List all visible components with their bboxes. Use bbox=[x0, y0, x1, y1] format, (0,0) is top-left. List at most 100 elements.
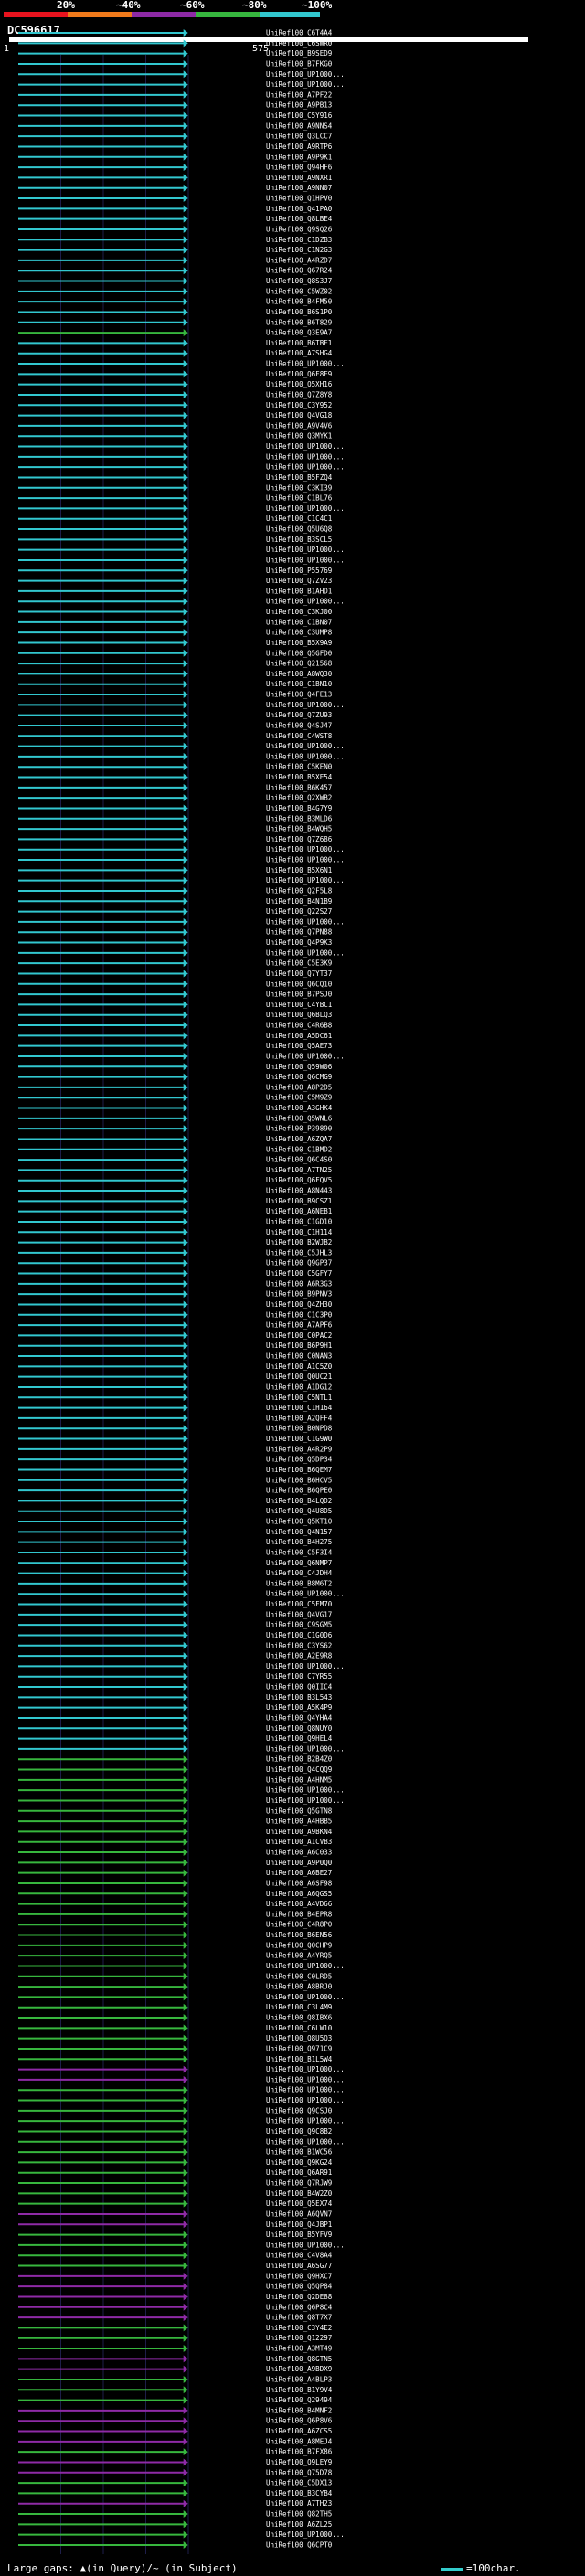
hit-label[interactable]: UniRef100_A6BE27 bbox=[266, 1869, 332, 1877]
hit-label[interactable]: UniRef100_Q6P8V6 bbox=[266, 2417, 333, 2425]
hit-label[interactable]: UniRef100_Q7ZV23 bbox=[266, 577, 332, 585]
hit-label[interactable]: UniRef100_A9RTP6 bbox=[266, 143, 333, 151]
hit-label[interactable]: UniRef100_B6S1P0 bbox=[266, 308, 333, 316]
hit-label[interactable]: UniRef100_C0PAC2 bbox=[266, 1331, 332, 1340]
hit-label[interactable]: UniRef100_C5DX13 bbox=[266, 2479, 332, 2487]
hit-label[interactable]: UniRef100_B4LQD2 bbox=[266, 1497, 332, 1505]
hit-label[interactable]: UniRef100_C5GFY7 bbox=[266, 1269, 332, 1277]
hit-label[interactable]: UniRef100_C1H114 bbox=[266, 1228, 333, 1236]
hit-label[interactable]: UniRef100_Q3LCC7 bbox=[266, 133, 332, 141]
hit-label[interactable]: UniRef100_A9NNS4 bbox=[266, 122, 333, 130]
hit-label[interactable]: UniRef100_Q8NUY0 bbox=[266, 1724, 333, 1733]
hit-label[interactable]: UniRef100_B5FZQ4 bbox=[266, 473, 333, 482]
hit-label[interactable]: UniRef100_Q6CPT0 bbox=[266, 2541, 333, 2549]
hit-label[interactable]: UniRef100_Q9HXC7 bbox=[266, 2272, 332, 2280]
hit-label[interactable]: UniRef100_Q6CQ10 bbox=[266, 980, 333, 988]
hit-label[interactable]: UniRef100_A2E9R8 bbox=[266, 1652, 333, 1660]
hit-label[interactable]: UniRef100_B6QEM7 bbox=[266, 1466, 332, 1474]
hit-label[interactable]: UniRef100_Q6NMP7 bbox=[266, 1559, 332, 1567]
hit-label[interactable]: UniRef100_A4VD66 bbox=[266, 1900, 333, 1908]
hit-label[interactable]: UniRef100_C5F3I4 bbox=[266, 1548, 333, 1556]
hit-label[interactable]: UniRef100_C5WZ02 bbox=[266, 287, 332, 295]
hit-label[interactable]: UniRef100_A8WQ30 bbox=[266, 670, 333, 678]
hit-label[interactable]: UniRef100_B9CSZ1 bbox=[266, 1197, 332, 1205]
hit-label[interactable]: UniRef100_A9BDX9 bbox=[266, 2365, 332, 2373]
hit-label[interactable]: UniRef100_UP1000... bbox=[266, 876, 345, 885]
hit-label[interactable]: UniRef100_UP1000... bbox=[266, 2065, 345, 2073]
hit-label[interactable]: UniRef100_Q6P8C4 bbox=[266, 2303, 333, 2311]
hit-label[interactable]: UniRef100_Q4CQQ9 bbox=[266, 1765, 332, 1774]
hit-label[interactable]: UniRef100_UP1000... bbox=[266, 949, 345, 957]
hit-label[interactable]: UniRef100_B6HCV5 bbox=[266, 1476, 332, 1484]
hit-label[interactable]: UniRef100_B6QPE0 bbox=[266, 1487, 333, 1495]
hit-label[interactable]: UniRef100_C4JDH4 bbox=[266, 1569, 333, 1577]
hit-label[interactable]: UniRef100_Q5XH16 bbox=[266, 380, 333, 388]
hit-label[interactable]: UniRef100_B5YFV9 bbox=[266, 2231, 332, 2239]
hit-label[interactable]: UniRef100_A9NN07 bbox=[266, 184, 332, 192]
hit-label[interactable]: UniRef100_Q5WNL6 bbox=[266, 1114, 333, 1122]
hit-label[interactable]: UniRef100_B1AHD1 bbox=[266, 587, 332, 595]
hit-label[interactable]: UniRef100_UP1000... bbox=[266, 2086, 345, 2094]
hit-label[interactable]: UniRef100_A4YRQ5 bbox=[266, 1952, 332, 1960]
hit-label[interactable]: UniRef100_UP1000... bbox=[266, 452, 345, 461]
hit-label[interactable]: UniRef100_C6LW10 bbox=[266, 2024, 333, 2032]
hit-label[interactable]: UniRef100_C4R8P0 bbox=[266, 1921, 333, 1929]
hit-label[interactable]: UniRef100_A8N443 bbox=[266, 1187, 332, 1195]
hit-label[interactable]: UniRef100_C3L4M9 bbox=[266, 2003, 332, 2011]
hit-label[interactable]: UniRef100_Q5GTN8 bbox=[266, 1807, 333, 1815]
hit-label[interactable]: UniRef100_Q9LEY9 bbox=[266, 2458, 332, 2466]
hit-label[interactable]: UniRef100_B2WJB2 bbox=[266, 1238, 332, 1246]
hit-label[interactable]: UniRef100_Q0UC21 bbox=[266, 1373, 332, 1381]
hit-label[interactable]: UniRef100_C1BMD2 bbox=[266, 1145, 332, 1153]
hit-label[interactable]: UniRef100_Q1HPV0 bbox=[266, 195, 333, 203]
hit-label[interactable]: UniRef100_C0NAN3 bbox=[266, 1352, 332, 1361]
hit-label[interactable]: UniRef100_B6K457 bbox=[266, 783, 332, 791]
hit-label[interactable]: UniRef100_Q6FQV5 bbox=[266, 1176, 332, 1184]
hit-label[interactable]: UniRef100_Q3E9A7 bbox=[266, 329, 332, 337]
hit-label[interactable]: UniRef100_Q7YT37 bbox=[266, 970, 332, 978]
hit-label[interactable]: UniRef100_Q4N157 bbox=[266, 1528, 332, 1536]
hit-label[interactable]: UniRef100_A9PB13 bbox=[266, 101, 332, 110]
hit-label[interactable]: UniRef100_B7FKG0 bbox=[266, 59, 333, 68]
hit-label[interactable]: UniRef100_UP1000... bbox=[266, 556, 345, 564]
hit-label[interactable]: UniRef100_Q5GFD0 bbox=[266, 649, 333, 657]
hit-label[interactable]: UniRef100_B4WQH5 bbox=[266, 825, 332, 833]
hit-label[interactable]: UniRef100_C5JHL3 bbox=[266, 1248, 332, 1256]
hit-label[interactable]: UniRef100_UP1000... bbox=[266, 70, 345, 79]
hit-label[interactable]: UniRef100_C3Y952 bbox=[266, 401, 332, 409]
hit-label[interactable]: UniRef100_A7APF6 bbox=[266, 1321, 333, 1330]
hit-label[interactable]: UniRef100_B4W2Z0 bbox=[266, 2189, 333, 2198]
hit-label[interactable]: UniRef100_C3UMP8 bbox=[266, 629, 333, 637]
hit-label[interactable]: UniRef100_Q7Z8Y8 bbox=[266, 390, 333, 398]
hit-label[interactable]: UniRef100_C6T4A4 bbox=[266, 29, 333, 37]
hit-label[interactable]: UniRef100_B5XE54 bbox=[266, 773, 333, 781]
hit-label[interactable]: UniRef100_Q2DE88 bbox=[266, 2293, 333, 2301]
hit-label[interactable]: UniRef100_Q2F5L8 bbox=[266, 886, 333, 895]
hit-label[interactable]: UniRef100_B4H275 bbox=[266, 1538, 332, 1546]
hit-label[interactable]: UniRef100_Q9C8B2 bbox=[266, 2127, 332, 2136]
hit-label[interactable]: UniRef100_A6ZCS5 bbox=[266, 2427, 332, 2435]
hit-label[interactable]: UniRef100_A7TH23 bbox=[266, 2499, 332, 2507]
hit-label[interactable]: UniRef100_UP1000... bbox=[266, 598, 345, 606]
hit-label[interactable]: UniRef100_A9BKN4 bbox=[266, 1828, 333, 1836]
hit-label[interactable]: UniRef100_C5KEN0 bbox=[266, 763, 333, 771]
hit-label[interactable]: UniRef100_Q59W06 bbox=[266, 1063, 333, 1071]
hit-label[interactable]: UniRef100_P39890 bbox=[266, 1125, 333, 1133]
hit-label[interactable]: UniRef100_A6ZL25 bbox=[266, 2520, 332, 2528]
hit-label[interactable]: UniRef100_A7PF22 bbox=[266, 90, 332, 99]
hit-label[interactable]: UniRef100_Q6AR91 bbox=[266, 2168, 332, 2177]
hit-label[interactable]: UniRef100_A1C5Z0 bbox=[266, 1362, 333, 1371]
hit-label[interactable]: UniRef100_Q41PA0 bbox=[266, 205, 333, 213]
hit-label[interactable]: UniRef100_C1BN10 bbox=[266, 680, 333, 688]
hit-label[interactable]: UniRef100_Q75D78 bbox=[266, 2468, 333, 2476]
hit-label[interactable]: UniRef100_Q8IBX6 bbox=[266, 2014, 333, 2022]
hit-label[interactable]: UniRef100_UP1000... bbox=[266, 752, 345, 760]
hit-label[interactable]: UniRef100_B7PSJ0 bbox=[266, 991, 333, 999]
hit-label[interactable]: UniRef100_UP1000... bbox=[266, 2137, 345, 2146]
hit-label[interactable]: UniRef100_A4RZD7 bbox=[266, 256, 332, 264]
hit-label[interactable]: UniRef100_A6SG77 bbox=[266, 2262, 332, 2270]
hit-label[interactable]: UniRef100_Q4VG17 bbox=[266, 1610, 332, 1618]
hit-label[interactable]: UniRef100_C4YBC1 bbox=[266, 1001, 332, 1009]
hit-label[interactable]: UniRef100_C1C3P0 bbox=[266, 1310, 333, 1319]
hit-label[interactable]: UniRef100_Q8GTN5 bbox=[266, 2355, 332, 2363]
